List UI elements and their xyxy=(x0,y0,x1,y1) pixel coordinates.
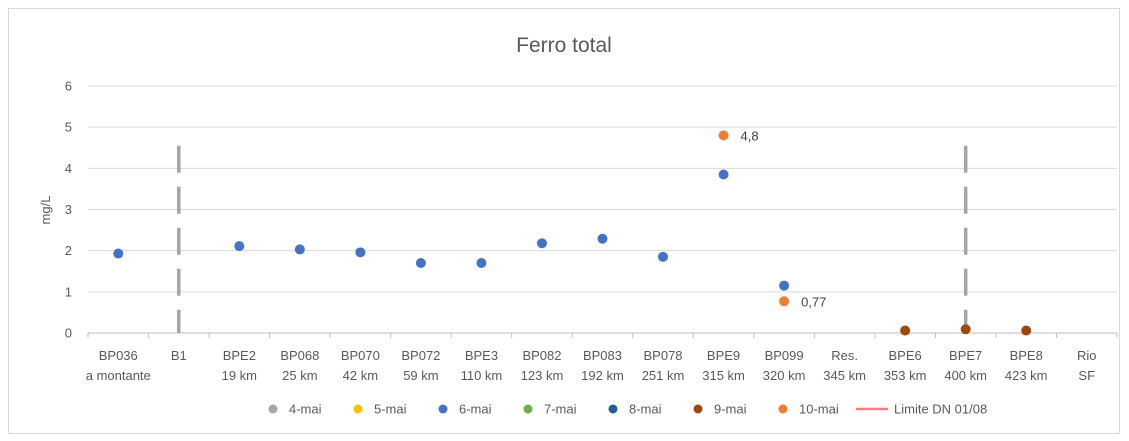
point-9-mai xyxy=(960,324,971,335)
x-tick-sublabel: 25 km xyxy=(282,368,317,383)
x-tick-label: Rio xyxy=(1077,348,1097,363)
y-tick-label: 0 xyxy=(65,326,72,341)
y-tick-label: 4 xyxy=(65,161,72,176)
x-tick-label: BP068 xyxy=(280,348,319,363)
x-tick-label: BP036 xyxy=(99,348,138,363)
y-tick-label: 6 xyxy=(65,79,72,94)
legend-label: 10-mai xyxy=(799,402,839,417)
x-tick-label: BP078 xyxy=(644,348,683,363)
x-tick-sublabel: 42 km xyxy=(343,368,378,383)
chart-title: Ferro total xyxy=(516,34,612,57)
point-9-mai xyxy=(900,325,911,336)
point-6-mai xyxy=(476,258,487,269)
y-tick-label: 1 xyxy=(65,284,72,299)
x-tick-label: BP082 xyxy=(522,348,561,363)
x-tick-label: BP099 xyxy=(765,348,804,363)
legend-label: Limite DN 01/08 xyxy=(894,402,987,417)
legend-label: 5-mai xyxy=(374,402,407,417)
point-6-mai xyxy=(234,241,245,252)
y-tick-label: 3 xyxy=(65,202,72,217)
x-tick-sublabel: 400 km xyxy=(944,368,987,383)
point-6-mai xyxy=(536,238,547,249)
x-tick-sublabel: a montante xyxy=(86,368,151,383)
point-6-mai xyxy=(718,169,729,180)
chart-frame xyxy=(8,8,1120,434)
x-tick-label: BP072 xyxy=(401,348,440,363)
x-tick-sublabel: 110 km xyxy=(461,368,503,383)
y-axis-label: mg/L xyxy=(38,196,53,225)
x-tick-label: BPE7 xyxy=(949,348,982,363)
point-6-mai xyxy=(415,258,426,269)
x-tick-sublabel: 345 km xyxy=(823,368,866,383)
legend-marker xyxy=(268,404,278,414)
legend-marker xyxy=(353,404,363,414)
x-tick-sublabel: 423 km xyxy=(1005,368,1048,383)
legend-label: 7-mai xyxy=(544,402,577,417)
y-tick-label: 2 xyxy=(65,243,72,258)
x-tick-sublabel: 192 km xyxy=(581,368,624,383)
point-6-mai xyxy=(113,248,124,259)
legend-marker xyxy=(778,404,788,414)
legend-label: 6-mai xyxy=(459,402,492,417)
legend-marker xyxy=(608,404,618,414)
x-tick-label: BPE6 xyxy=(889,348,922,363)
legend-label: 4-mai xyxy=(289,402,322,417)
x-tick-label: BPE8 xyxy=(1010,348,1043,363)
x-tick-sublabel: 251 km xyxy=(642,368,685,383)
x-tick-sublabel: 59 km xyxy=(403,368,438,383)
x-tick-label: BPE2 xyxy=(223,348,256,363)
point-6-mai xyxy=(294,244,305,255)
x-tick-sublabel: SF xyxy=(1078,368,1095,383)
x-tick-label: BP083 xyxy=(583,348,622,363)
x-tick-sublabel: 19 km xyxy=(222,368,257,383)
x-tick-label: Res. xyxy=(831,348,858,363)
point-6-mai xyxy=(355,247,366,258)
point-6-mai xyxy=(779,280,790,291)
x-tick-label: BPE9 xyxy=(707,348,740,363)
data-label: 4,8 xyxy=(741,128,759,143)
legend-label: 9-mai xyxy=(714,402,747,417)
legend-marker xyxy=(523,404,533,414)
point-10-mai xyxy=(718,130,729,141)
point-9-mai xyxy=(1021,325,1032,336)
x-tick-sublabel: 353 km xyxy=(884,368,927,383)
legend-marker xyxy=(693,404,703,414)
data-label: 0,77 xyxy=(801,294,826,309)
x-tick-label: BPE3 xyxy=(465,348,498,363)
x-tick-sublabel: 315 km xyxy=(702,368,745,383)
x-tick-sublabel: 123 km xyxy=(521,368,564,383)
legend-label: 8-mai xyxy=(629,402,662,417)
point-10-mai xyxy=(779,296,790,307)
point-6-mai xyxy=(597,233,608,244)
point-6-mai xyxy=(658,251,669,262)
x-tick-label: BP070 xyxy=(341,348,380,363)
x-tick-sublabel: 320 km xyxy=(763,368,806,383)
x-tick-label: B1 xyxy=(171,348,187,363)
legend-marker xyxy=(438,404,448,414)
y-tick-label: 5 xyxy=(65,120,72,135)
